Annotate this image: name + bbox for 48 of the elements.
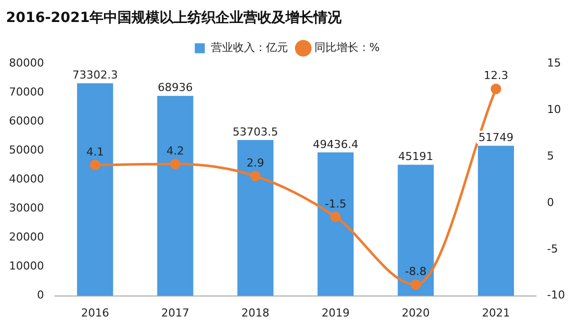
y2-tick-label: 15 — [547, 56, 562, 70]
y2-tick-label: 5 — [547, 149, 554, 162]
y-tick-label: 60000 — [8, 114, 44, 128]
x-tick-label: 2020 — [402, 306, 430, 320]
legend-label: 同比增长：% — [314, 41, 380, 54]
data-label: 2.9 — [246, 156, 264, 170]
chart-title: 2016-2021年中国规模以上纺织企业营收及增长情况 — [6, 9, 343, 26]
point — [330, 212, 341, 222]
y2-tick-label: -10 — [547, 288, 565, 302]
data-label: 45191 — [398, 150, 434, 164]
y-tick-label: 70000 — [8, 86, 44, 99]
legend-label: 营业收入：亿元 — [210, 41, 288, 54]
data-label: 68936 — [158, 81, 193, 94]
data-label: 4.2 — [166, 144, 184, 158]
y2-tick-label: -5 — [547, 242, 558, 256]
x-tick-label: 2016 — [81, 306, 110, 320]
x-tick-label: 2017 — [161, 306, 190, 320]
data-label: 4.1 — [86, 145, 104, 158]
data-label: 12.3 — [484, 69, 508, 82]
y-tick-label: 10000 — [8, 260, 44, 273]
data-label: 73302.3 — [72, 68, 118, 82]
y-tick-label: 0 — [36, 288, 44, 302]
point — [170, 158, 181, 170]
data-label: -1.5 — [324, 197, 346, 210]
y2-tick-label: 0 — [547, 196, 554, 209]
data-label: 51749 — [478, 131, 514, 144]
y-tick-label: 40000 — [8, 172, 44, 186]
y-tick-label: 50000 — [8, 144, 44, 157]
bar — [318, 152, 354, 296]
x-tick-label: 2018 — [241, 306, 270, 320]
point — [410, 279, 422, 290]
point — [250, 170, 261, 182]
bar — [157, 96, 194, 296]
y2-tick-label: 10 — [547, 103, 562, 116]
y-tick-label: 80000 — [8, 56, 44, 70]
bar — [237, 140, 274, 296]
x-tick-label: 2019 — [322, 306, 350, 320]
data-label: -8.8 — [405, 265, 427, 278]
bar — [398, 164, 434, 296]
y-tick-label: 30000 — [8, 202, 44, 215]
data-label: 49436.4 — [312, 138, 358, 151]
point — [490, 84, 502, 94]
bar — [478, 146, 514, 296]
y-tick-label: 20000 — [8, 230, 44, 244]
point — [90, 160, 100, 170]
x-tick-label: 2021 — [482, 306, 510, 320]
bar — [77, 83, 114, 296]
data-label: 53703.5 — [232, 125, 278, 138]
